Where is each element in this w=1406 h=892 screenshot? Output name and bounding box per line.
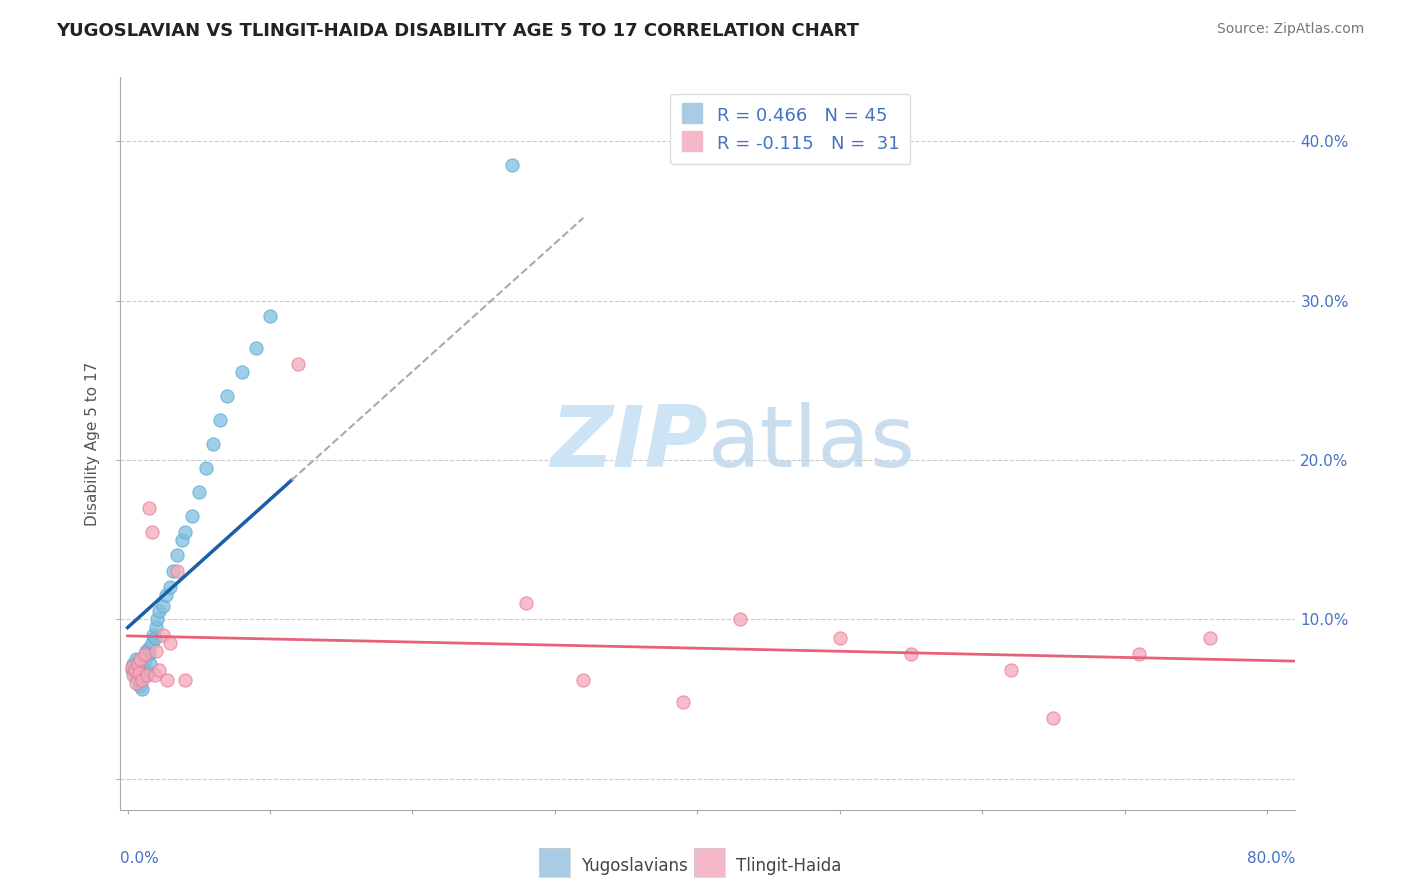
Text: YUGOSLAVIAN VS TLINGIT-HAIDA DISABILITY AGE 5 TO 17 CORRELATION CHART: YUGOSLAVIAN VS TLINGIT-HAIDA DISABILITY …	[56, 22, 859, 40]
Point	[1128, 647, 1150, 661]
Point	[515, 596, 537, 610]
Point	[152, 628, 174, 642]
Point	[155, 588, 177, 602]
Point	[121, 663, 143, 677]
Point	[146, 612, 169, 626]
Point	[128, 654, 150, 668]
Point	[148, 604, 170, 618]
Point	[124, 666, 146, 681]
Point	[202, 437, 225, 451]
Point	[156, 673, 179, 687]
Text: 80.0%: 80.0%	[1247, 851, 1295, 865]
Point	[173, 524, 195, 539]
Point	[131, 673, 153, 687]
Point	[129, 657, 152, 671]
Point	[501, 158, 523, 172]
Point	[124, 663, 146, 677]
Point	[259, 310, 281, 324]
Text: 0.0%: 0.0%	[121, 851, 159, 865]
Point	[122, 657, 145, 671]
Point	[1042, 711, 1064, 725]
Point	[828, 632, 851, 646]
Point	[129, 652, 152, 666]
Point	[129, 679, 152, 693]
Point	[194, 460, 217, 475]
Point	[152, 599, 174, 614]
Point	[127, 657, 149, 671]
Point	[136, 668, 159, 682]
Point	[132, 660, 155, 674]
Point	[142, 628, 165, 642]
Legend: R = 0.466   N = 45, R = -0.115   N =  31: R = 0.466 N = 45, R = -0.115 N = 31	[671, 94, 911, 164]
Point	[128, 666, 150, 681]
Point	[131, 668, 153, 682]
Point	[131, 682, 153, 697]
Point	[139, 657, 162, 671]
Point	[135, 644, 157, 658]
Point	[138, 647, 160, 661]
Point	[728, 612, 751, 626]
Point	[145, 620, 167, 634]
Point	[121, 660, 143, 674]
Point	[572, 673, 595, 687]
Point	[1199, 632, 1222, 646]
Point	[159, 636, 181, 650]
Point	[672, 695, 695, 709]
Point	[170, 533, 193, 547]
Point	[125, 652, 148, 666]
Text: ZIP: ZIP	[550, 402, 709, 485]
Point	[134, 652, 156, 666]
Point	[125, 676, 148, 690]
Text: Source: ZipAtlas.com: Source: ZipAtlas.com	[1216, 22, 1364, 37]
Point	[209, 413, 232, 427]
Point	[138, 640, 160, 655]
Point	[173, 673, 195, 687]
Point	[127, 663, 149, 677]
Point	[141, 636, 163, 650]
Text: Tlingit-Haida: Tlingit-Haida	[737, 856, 841, 874]
Point	[136, 668, 159, 682]
Point	[128, 676, 150, 690]
Y-axis label: Disability Age 5 to 17: Disability Age 5 to 17	[86, 362, 100, 526]
Point	[138, 500, 160, 515]
Point	[141, 524, 163, 539]
Text: Yugoslavians: Yugoslavians	[582, 856, 688, 874]
Point	[125, 669, 148, 683]
Point	[143, 632, 166, 646]
Point	[122, 668, 145, 682]
Point	[148, 663, 170, 677]
Point	[135, 663, 157, 677]
Text: atlas: atlas	[709, 402, 915, 485]
Point	[217, 389, 239, 403]
Point	[180, 508, 202, 523]
Point	[187, 484, 209, 499]
Point	[231, 365, 253, 379]
Point	[127, 673, 149, 687]
Point	[287, 357, 309, 371]
Point	[1000, 663, 1022, 677]
Point	[145, 644, 167, 658]
Point	[162, 565, 184, 579]
Point	[124, 660, 146, 674]
Point	[143, 668, 166, 682]
Point	[900, 647, 922, 661]
Point	[159, 580, 181, 594]
Point	[166, 549, 188, 563]
Point	[134, 647, 156, 661]
Point	[166, 565, 188, 579]
Point	[245, 341, 267, 355]
